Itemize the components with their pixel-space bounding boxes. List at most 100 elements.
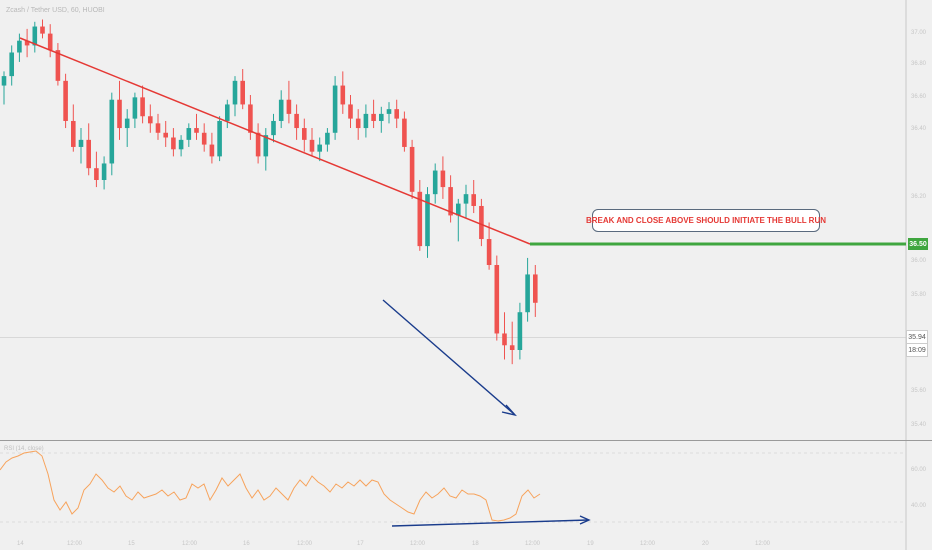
candle-body — [302, 128, 307, 140]
candle-body — [63, 80, 68, 121]
candle-body — [117, 99, 122, 129]
candle-body — [124, 118, 130, 129]
rsi-tick: 60.00 — [911, 467, 927, 473]
candle-body — [379, 113, 384, 121]
candle-body — [417, 191, 423, 247]
candle-body — [148, 116, 153, 124]
candle-body — [9, 52, 14, 77]
candle-body — [425, 194, 430, 247]
candle-body — [55, 50, 61, 81]
candle-body — [71, 120, 76, 147]
candle-body — [432, 170, 438, 195]
time-tick: 18 — [472, 541, 479, 547]
price-tick: 36.00 — [911, 258, 927, 264]
time-tick: 12:00 — [410, 541, 426, 547]
candle-body — [502, 333, 507, 346]
countdown-tag: 18:09 — [906, 343, 928, 357]
time-tick: 12:00 — [182, 541, 198, 547]
rsi-axis: 60.00 40.00 — [911, 467, 927, 509]
time-tick: 12:00 — [67, 541, 83, 547]
candle-body — [402, 118, 407, 147]
candle-body — [371, 113, 376, 121]
time-tick: 12:00 — [525, 541, 541, 547]
price-tick: 35.80 — [911, 292, 927, 298]
candle-body — [155, 123, 161, 133]
candle-body — [355, 118, 361, 129]
candle-body — [486, 239, 492, 265]
candle-body — [217, 120, 222, 157]
candle-body — [456, 203, 461, 216]
breakout-price-tag: 36.50 — [908, 238, 928, 250]
price-axis[interactable]: 37.00 36.80 36.60 36.40 36.20 36.00 35.8… — [911, 30, 927, 428]
candle-body — [386, 109, 392, 114]
candle-body — [309, 139, 315, 152]
candle-body — [448, 187, 453, 216]
candle-body — [509, 345, 515, 350]
candle-body — [17, 40, 22, 53]
time-tick: 15 — [128, 541, 135, 547]
candle-body — [271, 120, 276, 136]
candle-body — [225, 104, 230, 121]
price-tick: 35.40 — [911, 422, 927, 428]
candle-body — [409, 146, 415, 192]
candle-body — [471, 194, 476, 206]
candle-body — [463, 194, 469, 204]
candle-body — [294, 113, 299, 129]
time-axis[interactable]: 14 12:00 15 12:00 16 12:00 17 12:00 18 1… — [17, 541, 771, 547]
price-tick: 36.80 — [911, 61, 927, 67]
candle-body — [201, 132, 207, 145]
descending-trendline[interactable] — [19, 37, 531, 245]
time-tick: 20 — [702, 541, 709, 547]
price-divergence-arrow[interactable] — [382, 299, 518, 417]
candle-body — [1, 76, 7, 86]
candle-body — [109, 99, 115, 164]
time-tick: 12:00 — [640, 541, 656, 547]
candle-body — [101, 163, 107, 180]
candle-body — [78, 139, 84, 147]
candle-body — [140, 97, 145, 117]
candle-body — [348, 104, 353, 119]
chart-title: Zcash / Tether USD, 60, HUOBI — [6, 7, 105, 14]
indicator-title: RSI (14, close) — [4, 446, 44, 452]
candle-body — [394, 109, 399, 119]
candle-body — [86, 139, 91, 169]
candle-body — [232, 80, 238, 105]
rsi-divergence-arrow[interactable] — [391, 515, 591, 527]
candle-body — [32, 26, 38, 46]
candle-body — [40, 26, 45, 34]
price-tick: 36.40 — [911, 126, 927, 132]
candle-body — [178, 139, 184, 150]
price-tick: 36.20 — [911, 194, 927, 200]
candle-body — [194, 128, 199, 133]
candle-body — [132, 97, 138, 119]
candle-body — [325, 132, 330, 145]
last-price-tag: 35.94 — [906, 330, 928, 344]
time-tick: 12:00 — [297, 541, 313, 547]
candle-body — [479, 205, 484, 240]
candle-body — [340, 85, 346, 105]
candle-body — [263, 135, 269, 157]
price-tick: 36.60 — [911, 94, 927, 100]
candle-body — [255, 132, 261, 157]
candlestick-series — [1, 19, 538, 365]
candle-body — [517, 312, 523, 350]
time-tick: 12:00 — [755, 541, 771, 547]
annotation-callout[interactable]: BREAK AND CLOSE ABOVE SHOULD INITIATE TH… — [586, 209, 826, 232]
time-tick: 16 — [243, 541, 250, 547]
time-tick: 17 — [357, 541, 364, 547]
candle-body — [24, 40, 30, 46]
rsi-tick: 40.00 — [911, 503, 927, 509]
candle-body — [286, 99, 292, 114]
candle-body — [209, 144, 215, 157]
candle-body — [94, 168, 99, 180]
candle-body — [525, 274, 530, 313]
candle-body — [317, 144, 322, 152]
candle-body — [440, 170, 446, 188]
candle-body — [47, 33, 53, 51]
candle-body — [248, 104, 253, 133]
candle-body — [171, 137, 176, 150]
candle-body — [278, 99, 284, 121]
candle-body — [494, 265, 500, 334]
